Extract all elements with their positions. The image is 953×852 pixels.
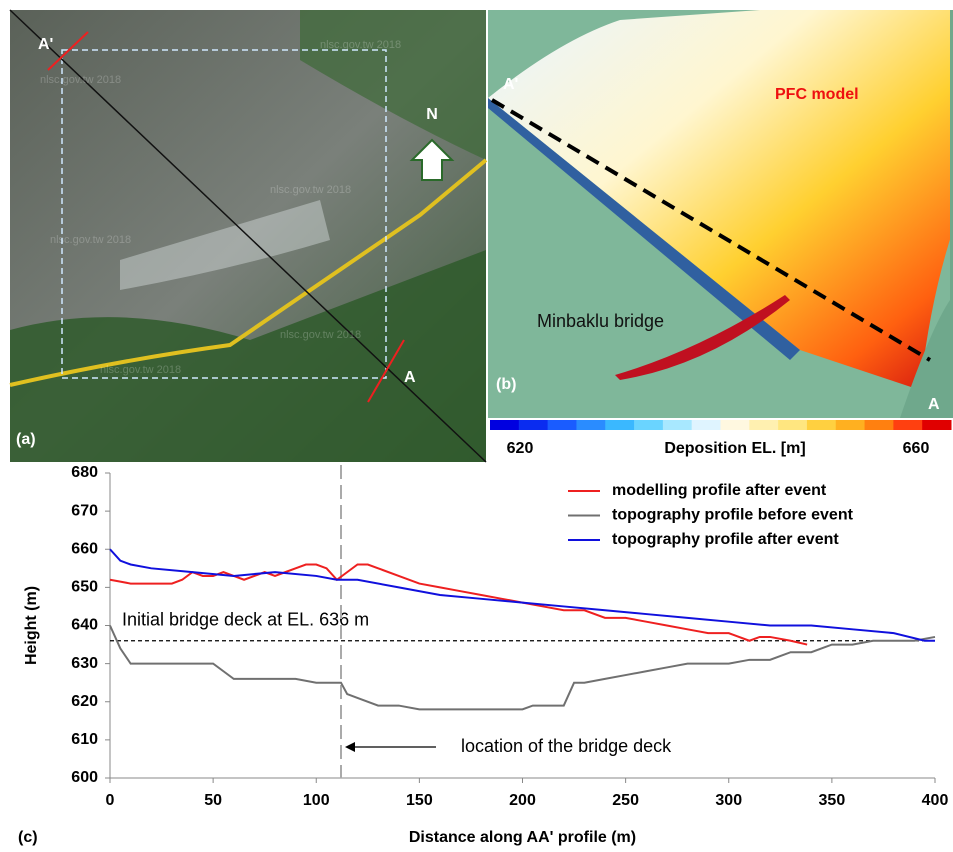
deck-annotation: Initial bridge deck at EL. 636 m [122,610,369,630]
colorbar-swatch [807,420,836,430]
x-tick-label: 0 [106,792,115,809]
x-tick-label: 350 [819,792,846,809]
y-tick-label: 630 [71,655,98,672]
y-axis-title: Height (m) [23,586,40,665]
watermark: nlsc.gov.tw 2018 [320,39,401,51]
panel-label: (a) [16,431,36,448]
bridge-label: Minbaklu bridge [537,311,664,331]
series-line [110,626,935,710]
colorbar-swatch [922,420,951,430]
x-tick-label: 300 [715,792,742,809]
x-tick-label: 150 [406,792,433,809]
x-tick-label: 400 [922,792,949,809]
colorbar-swatch [836,420,865,430]
point-label: A [928,396,940,413]
colorbar-swatch [576,420,605,430]
colorbar-swatch [865,420,894,430]
x-tick-label: 200 [509,792,536,809]
colorbar-swatch [548,420,577,430]
x-tick-label: 100 [303,792,330,809]
point-label: A' [38,36,53,53]
colorbar-swatch [893,420,922,430]
panel-label: (c) [18,829,38,846]
y-tick-label: 650 [71,579,98,596]
point-label: A [404,369,416,386]
y-tick-label: 660 [71,540,98,557]
colorbar-swatch [721,420,750,430]
colorbar-swatch [634,420,663,430]
y-tick-label: 620 [71,693,98,710]
north-label: N [426,106,438,123]
watermark: nlsc.gov.tw 2018 [40,74,121,86]
bridge-arrowhead [345,742,355,752]
legend-label: topography profile before event [612,507,854,524]
watermark: nlsc.gov.tw 2018 [280,329,361,341]
x-axis-title: Distance along AA' profile (m) [409,829,636,846]
colorbar-swatch [605,420,634,430]
y-tick-label: 670 [71,502,98,519]
y-tick-label: 680 [71,464,98,481]
model-title: PFC model [775,86,859,103]
x-tick-label: 250 [612,792,639,809]
point-label: A' [503,76,518,93]
figure: A' A N (a) A' PFC model Minbaklu bridge … [0,0,953,852]
watermark: nlsc.gov.tw 2018 [270,184,351,196]
colorbar-swatch [490,420,519,430]
model-panel: A' PFC model Minbaklu bridge (b) A Depos… [488,10,953,462]
y-tick-label: 610 [71,731,98,748]
colorbar-tick-label: 620 [507,440,534,457]
panel-label: (b) [496,376,516,393]
colorbar-swatch [749,420,778,430]
series-line [110,565,807,645]
x-tick-label: 50 [204,792,222,809]
bridge-annotation: location of the bridge deck [461,736,672,756]
watermark: nlsc.gov.tw 2018 [100,364,181,376]
colorbar-swatch [692,420,721,430]
y-tick-label: 600 [71,769,98,786]
watermark: nlsc.gov.tw 2018 [50,234,131,246]
legend-label: modelling profile after event [612,482,827,499]
y-tick-label: 640 [71,617,98,634]
colorbar-swatch [663,420,692,430]
colorbar-swatch [519,420,548,430]
colorbar-tick-label: 660 [903,440,930,457]
colorbar-swatch [778,420,807,430]
legend-label: topography profile after event [612,531,839,548]
colorbar-title: Deposition EL. [m] [664,440,805,457]
